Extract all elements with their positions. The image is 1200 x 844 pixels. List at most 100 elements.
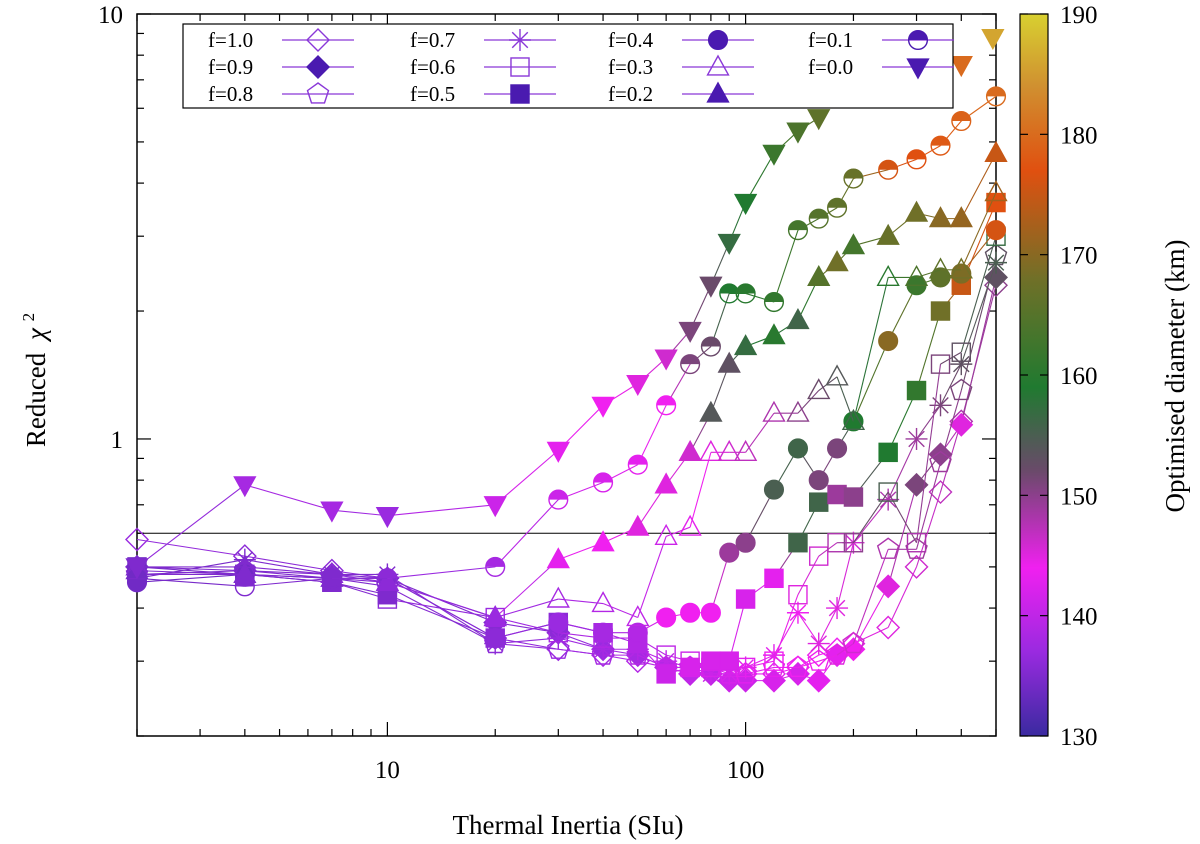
legend-marker (306, 55, 330, 79)
data-point (626, 514, 650, 536)
series-line-segment (940, 363, 962, 406)
data-point (548, 612, 569, 633)
legend-label: f=0.5 (410, 82, 455, 106)
data-point (842, 631, 865, 654)
series-line-segment (637, 536, 667, 618)
data-point (984, 180, 1008, 202)
series-line-segment (836, 542, 854, 609)
colorbar-tick-label: 130 (1060, 724, 1098, 751)
data-point (483, 496, 507, 518)
data-point (717, 233, 741, 255)
data-point (786, 308, 810, 330)
plot-area: 10 100 1 10 (98, 2, 1008, 784)
data-point (906, 532, 927, 553)
data-point (761, 668, 786, 693)
data-point (904, 472, 929, 497)
x-tick-label: 100 (727, 757, 765, 784)
legend-item-f=0.8: f=0.8 (208, 82, 354, 106)
data-point (678, 321, 702, 343)
series-line-segment (728, 598, 747, 662)
series-line-segment (797, 390, 820, 414)
data-point (762, 323, 786, 345)
series-line-segment (745, 654, 775, 668)
data-point (485, 628, 506, 649)
colorbar: 130 140 150 160 170 180 190 (1019, 2, 1098, 751)
series-line-segment (495, 643, 559, 650)
data-point (950, 353, 973, 376)
data-point (763, 291, 785, 313)
data-point (700, 602, 721, 623)
data-point (717, 351, 741, 373)
series-f=0.6 (127, 226, 1006, 678)
series-line-segment (887, 284, 918, 342)
legend-item-f=0.1: f=0.1 (808, 28, 954, 52)
data-point (735, 283, 756, 304)
legend-label: f=0.6 (410, 55, 455, 79)
legend-marker (907, 29, 929, 51)
data-point (786, 601, 809, 624)
data-point (808, 208, 829, 229)
series-line-segment (745, 412, 775, 453)
data-point (733, 193, 758, 216)
data-point (788, 585, 808, 605)
legend-label: f=0.1 (808, 28, 853, 52)
data-point (984, 265, 1008, 290)
series-line-segment (665, 526, 691, 537)
series-line-segment (331, 509, 388, 517)
data-point (951, 263, 972, 284)
data-point (808, 470, 829, 491)
y-axis-title-text: Reduced (21, 352, 51, 447)
series-line-segment (136, 577, 245, 587)
data-point (699, 276, 723, 298)
data-point (807, 378, 831, 400)
data-point (735, 589, 756, 609)
legend-label: f=0.9 (208, 55, 253, 79)
data-point (843, 487, 864, 507)
series-line-segment (773, 594, 799, 662)
data-point (841, 408, 866, 430)
legend-item-f=0.4: f=0.4 (608, 28, 754, 52)
data-point (321, 568, 342, 589)
data-point (699, 400, 723, 422)
data-point (876, 574, 901, 599)
series-line-segment (689, 452, 712, 528)
series-line-segment (494, 449, 559, 506)
legend-label: f=0.7 (410, 28, 455, 52)
series-line-segment (916, 491, 942, 568)
series-line-segment (916, 310, 942, 391)
data-point (930, 135, 951, 156)
series-line-segment (852, 549, 889, 644)
legend-label: f=0.8 (208, 82, 253, 106)
series-line-segment (244, 559, 332, 575)
legend-label: f=0.4 (608, 28, 654, 52)
data-point (699, 439, 723, 461)
x-tick-label: 10 (375, 757, 400, 784)
y-axis-title-symbol: χ (21, 327, 51, 343)
data-point (764, 568, 784, 589)
legend-item-f=0.5: f=0.5 (410, 82, 556, 106)
data-point (827, 484, 847, 505)
data-point (546, 547, 570, 569)
series-line-segment (602, 603, 638, 619)
series-line-segment (915, 462, 942, 550)
data-point (928, 206, 953, 228)
data-point (951, 110, 972, 132)
legend-label: f=0.0 (808, 55, 853, 79)
legend-label: f=0.2 (608, 82, 653, 106)
series-line-segment (136, 484, 246, 568)
series-line-segment (916, 269, 941, 278)
series-line-segment (387, 504, 496, 517)
data-point (591, 643, 615, 665)
y-axis-title-exponent: 2 (19, 313, 38, 322)
data-point (949, 412, 974, 437)
series-line-segment (915, 364, 942, 543)
data-point (626, 374, 650, 397)
series-line-segment (818, 654, 838, 662)
series-line-segment (773, 612, 799, 656)
data-point (680, 354, 701, 375)
series-line-segment (960, 192, 997, 271)
series-line-segment (916, 404, 941, 440)
series-line-segment (495, 637, 559, 645)
data-point (827, 438, 848, 459)
data-point (929, 450, 952, 473)
